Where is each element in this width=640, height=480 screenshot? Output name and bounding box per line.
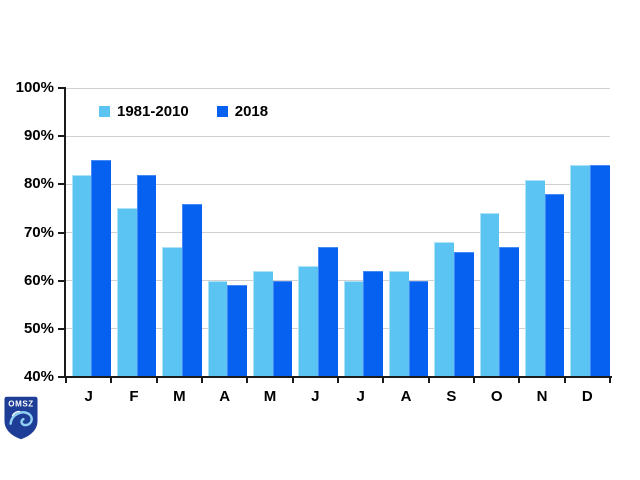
y-tick [58,231,64,234]
bar-1981-2010-J0 [71,174,92,377]
bar-2018-J5 [317,246,338,377]
logo-swirl-icon [9,411,33,427]
legend-item-1981-2010: 1981-2010 [99,103,189,120]
bar-1981-2010-M4 [252,271,273,377]
logo-text: OMSZ [8,400,33,409]
x-tick [382,378,385,383]
gridline [66,232,610,233]
x-tick [518,378,521,383]
y-axis-label: 40% [23,368,54,385]
x-tick [291,378,294,383]
bar-2018-M4 [272,280,293,377]
bar-1981-2010-A7 [388,271,409,377]
legend-item-2018: 2018 [216,103,269,120]
x-tick [609,378,611,383]
bar-1981-2010-J6 [343,280,364,377]
y-tick [58,135,64,138]
y-axis-line [64,87,66,378]
x-tick [201,378,203,383]
gridline [66,183,610,185]
x-tick [337,378,339,383]
month-label-M4: M [263,388,277,405]
bar-2018-J0 [91,160,111,377]
month-label-D11: D [581,388,593,405]
legend-swatch-icon [99,106,110,117]
bar-1981-2010-D11 [570,165,590,377]
bar-2018-F1 [136,174,157,377]
y-axis-label: 100% [15,79,54,96]
month-label-J0: J [84,388,93,405]
bar-2018-D11 [589,165,610,377]
month-label-N10: N [536,388,548,405]
bar-2018-J6 [363,271,383,377]
logo-shield [4,396,38,440]
legend-swatch-icon [216,106,228,117]
gridline [66,280,610,282]
x-tick [427,378,430,383]
x-tick [155,378,158,383]
gridline [66,328,610,330]
x-tick [563,378,566,383]
month-label-M2: M [173,388,186,405]
gridline [66,135,610,137]
y-axis-label: 80% [23,175,54,193]
bar-1981-2010-F1 [116,208,137,377]
omsz-logo: OMSZ [4,396,38,440]
y-axis-label: 90% [23,127,54,145]
x-tick [473,378,475,383]
bar-1981-2010-J5 [298,266,318,377]
month-label-J5: J [311,388,320,405]
legend: 1981-2010 2018 [99,103,268,120]
bar-2018-M2 [181,203,202,377]
month-label-S8: S [446,388,457,405]
x-axis-line [64,376,612,378]
legend-label: 1981-2010 [117,103,189,120]
bar-2018-A7 [408,280,429,377]
legend-label: 2018 [234,103,269,120]
gridline [66,87,610,89]
bar-2018-A3 [227,285,247,377]
y-tick [58,87,64,89]
bar-1981-2010-N10 [524,179,545,377]
logo-wave-icon [11,410,21,417]
y-tick [58,279,64,282]
month-label-F1: F [129,388,139,405]
y-tick [58,327,64,330]
bar-2018-S8 [453,251,474,377]
y-axis-label: 60% [23,271,54,289]
bar-1981-2010-M2 [162,246,182,377]
month-label-O9: O [490,388,503,405]
x-tick [110,378,113,383]
y-axis-label: 50% [23,319,54,337]
y-axis-label: 70% [23,223,54,241]
bar-2018-O9 [499,246,519,377]
bar-2018-N10 [544,193,565,377]
month-label-J6: J [356,388,365,405]
bar-1981-2010-S8 [434,242,454,377]
bar-1981-2010-O9 [479,213,500,377]
y-tick [58,376,64,378]
month-label-A7: A [400,388,412,405]
x-tick [65,378,67,383]
month-label-A3: A [219,388,231,405]
bar-1981-2010-A3 [207,280,228,377]
x-tick [246,378,249,383]
y-tick [58,183,64,186]
